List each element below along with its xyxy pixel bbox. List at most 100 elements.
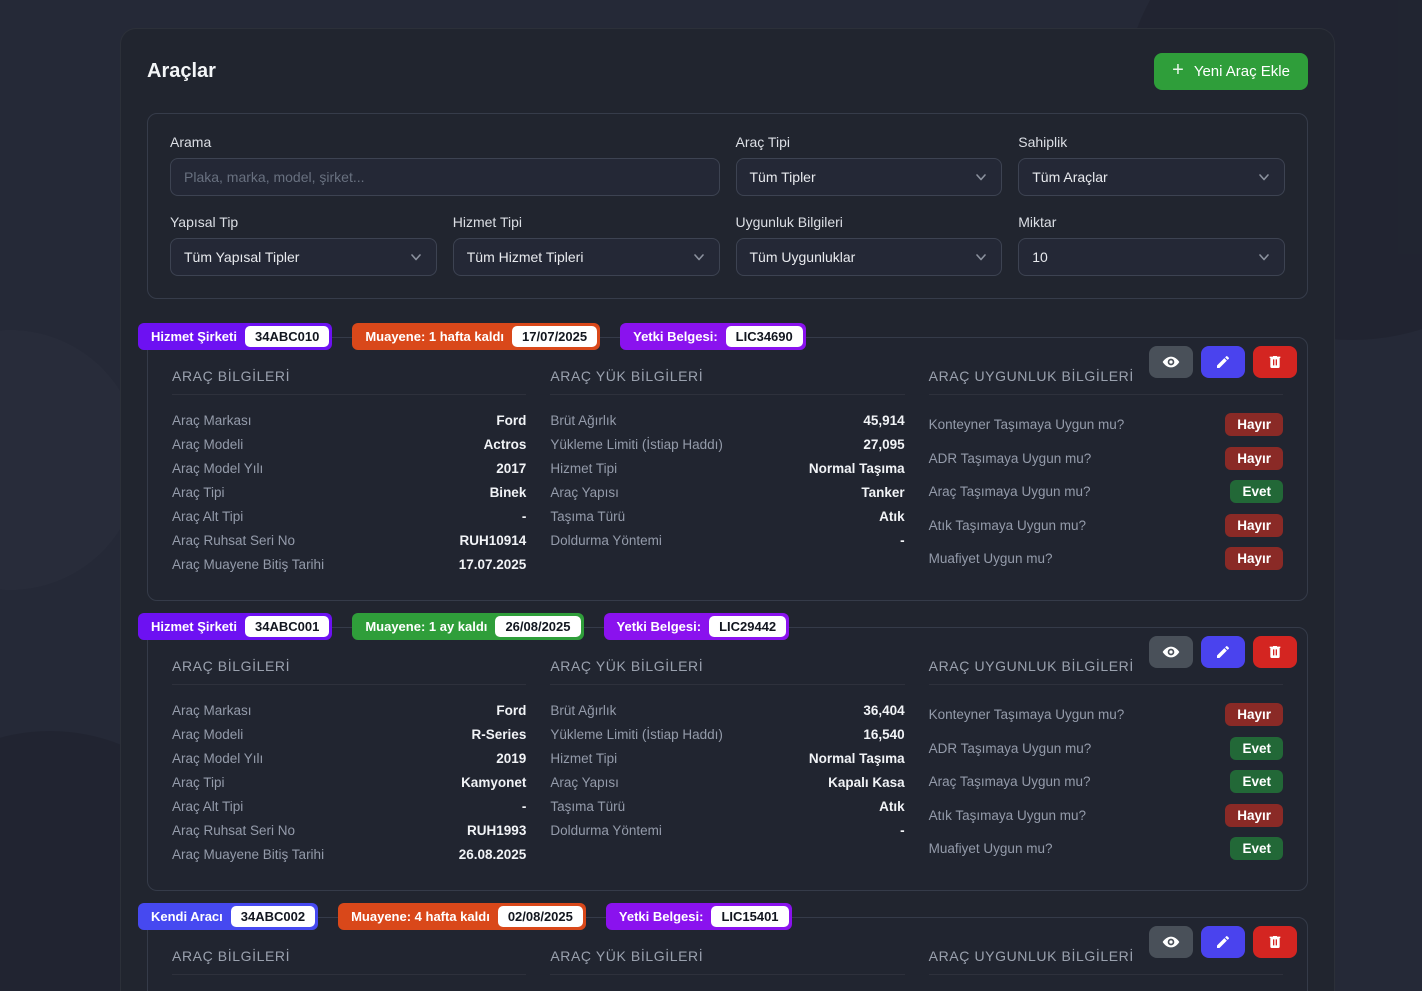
structural-type-field: Yapısal Tip Tüm Yapısal Tipler [170,214,437,276]
add-vehicle-button[interactable]: + Yeni Araç Ekle [1154,52,1308,90]
delete-button[interactable] [1253,346,1297,378]
license-pill: LIC15401 [711,906,789,927]
view-button[interactable] [1149,636,1193,668]
status-badge: Hayır [1225,446,1283,470]
data-row: Araç Muayene Bitiş Tarihi 26.08.2025 [172,842,526,866]
view-button[interactable] [1149,346,1193,378]
trash-icon [1269,356,1281,368]
pencil-icon [1217,645,1230,658]
compliance-column: ARAÇ UYGUNLUK BİLGİLERİ Konteyner Taşıma… [928,658,1283,866]
data-row: Araç Markası Ford [172,698,526,722]
row-label: Araç Model Yılı [172,460,264,476]
license-badge: Yetki Belgesi: LIC29442 [603,613,790,640]
delete-button[interactable] [1253,926,1297,958]
row-label: Araç Alt Tipi [172,508,244,524]
compliance-row: Araç Taşımaya Uygun mu? Evet [929,475,1283,509]
data-row: Yükleme Limiti (İstiap Haddı) 16,540 [550,722,904,746]
row-value: 2017 [496,460,527,476]
edit-button[interactable] [1201,926,1245,958]
row-value: RUH1993 [467,822,527,838]
compliance-section-title: ARAÇ UYGUNLUK BİLGİLERİ [928,368,1283,395]
page-title: Araçlar [147,59,216,82]
row-value: Tanker [861,484,905,500]
row-label: ADR Taşımaya Uygun mu? [928,740,1092,756]
compliance-row: Muafiyet Uygun mu? Evet [929,832,1283,866]
row-label: Araç Tipi [172,484,225,500]
vehicle-card-group: Hizmet Şirketi 34ABC001 Muayene: 1 ay ka… [138,613,1308,891]
plate-pill: 34ABC002 [230,906,316,927]
add-vehicle-button-label: Yeni Araç Ekle [1193,62,1290,80]
data-row: Hizmet Tipi Normal Taşıma [550,456,904,480]
search-input[interactable] [170,158,720,196]
row-label: Araç Yapısı [550,484,619,500]
row-label: Araç Muayene Bitiş Tarihi [172,556,325,572]
status-badge: Evet [1230,480,1283,504]
view-button[interactable] [1149,926,1193,958]
data-row: Hizmet Tipi Normal Taşıma [550,746,904,770]
vehicle-type-select[interactable]: Tüm Tipler [735,158,1003,196]
compliance-column: ARAÇ UYGUNLUK BİLGİLERİ Konteyner Taşıma… [928,948,1283,991]
background-circle-decor [0,330,140,590]
card-actions [1149,926,1297,958]
row-label: Hizmet Tipi [550,750,618,766]
row-value: RUH10914 [459,532,527,548]
compliance-row: Muafiyet Uygun mu? Hayır [929,542,1283,576]
info-section-title: ARAÇ BİLGİLERİ [172,368,527,395]
delete-button[interactable] [1253,636,1297,668]
data-row: Araç Ruhsat Seri No RUH10914 [172,528,526,552]
data-row: Araç Tipi Binek [172,480,526,504]
row-label: Araç Model Yılı [172,750,264,766]
ownership-field: Sahiplik Tüm Araçlar [1018,134,1285,196]
quantity-field: Miktar 10 [1018,214,1285,276]
structural-type-select[interactable]: Tüm Yapısal Tipler [170,238,437,276]
ownership-select-value: Tüm Araçlar [1032,169,1108,185]
row-label: Atık Taşımaya Uygun mu? [928,517,1086,533]
search-label: Arama [170,134,212,150]
data-row: Araç Modeli R-Series [172,722,526,746]
service-type-select[interactable]: Tüm Hizmet Tipleri [452,238,720,276]
row-label: Araç Tipi [172,774,225,790]
vehicle-badges: Kendi Aracı 34ABC002 Muayene: 4 hafta ka… [138,903,1308,930]
chevron-down-icon [1259,254,1269,261]
data-row: Yükleme Limiti (İstiap Haddı) 27,095 [550,432,904,456]
row-label: Atık Taşımaya Uygun mu? [928,807,1086,823]
inspection-badge-label: Muayene: 4 hafta kaldı [351,909,490,924]
owner-badge-label: Hizmet Şirketi [151,619,237,634]
vehicle-list: Hizmet Şirketi 34ABC010 Muayene: 1 hafta… [138,323,1308,991]
trash-icon [1269,646,1281,658]
row-label: Araç Markası [172,702,252,718]
row-value: - [900,532,905,548]
row-label: Araç Modeli [172,436,244,452]
quantity-select[interactable]: 10 [1018,238,1285,276]
license-badge: Yetki Belgesi: LIC15401 [605,903,792,930]
compliance-section-title: ARAÇ UYGUNLUK BİLGİLERİ [928,948,1283,975]
service-type-field: Hizmet Tipi Tüm Hizmet Tipleri [452,214,720,276]
edit-button[interactable] [1201,636,1245,668]
load-section-title: ARAÇ YÜK BİLGİLERİ [550,368,905,395]
license-badge-label: Yetki Belgesi: [618,909,704,924]
chevron-down-icon [410,254,421,261]
compliance-section-title: ARAÇ UYGUNLUK BİLGİLERİ [928,658,1283,685]
search-field: Arama [170,134,720,196]
data-row: Araç Yapısı Tanker [550,480,904,504]
row-label: Araç Taşımaya Uygun mu? [928,774,1091,790]
compliance-select[interactable]: Tüm Uygunluklar [735,238,1003,276]
status-badge: Hayır [1225,513,1283,537]
row-label: Muafiyet Uygun mu? [928,841,1053,857]
chevron-down-icon [1259,174,1269,181]
compliance-select-value: Tüm Uygunluklar [749,249,856,265]
card-actions [1149,636,1297,668]
vehicle-card: ARAÇ BİLGİLERİ Araç Markası Ford Araç Mo… [147,337,1308,601]
status-badge: Hayır [1225,413,1283,437]
compliance-row: Konteyner Taşımaya Uygun mu? Hayır [929,698,1283,732]
row-label: Yükleme Limiti (İstiap Haddı) [550,436,723,452]
inspection-date-pill: 02/08/2025 [497,906,583,927]
compliance-row: Atık Taşımaya Uygun mu? Hayır [929,509,1283,543]
row-label: Araç Modeli [172,726,244,742]
edit-button[interactable] [1201,346,1245,378]
inspection-badge-label: Muayene: 1 ay kaldı [365,619,488,634]
ownership-select[interactable]: Tüm Araçlar [1018,158,1285,196]
row-value: 2019 [496,750,527,766]
compliance-row: ADR Taşımaya Uygun mu? Evet [929,732,1283,766]
load-section-title: ARAÇ YÜK BİLGİLERİ [550,658,905,685]
